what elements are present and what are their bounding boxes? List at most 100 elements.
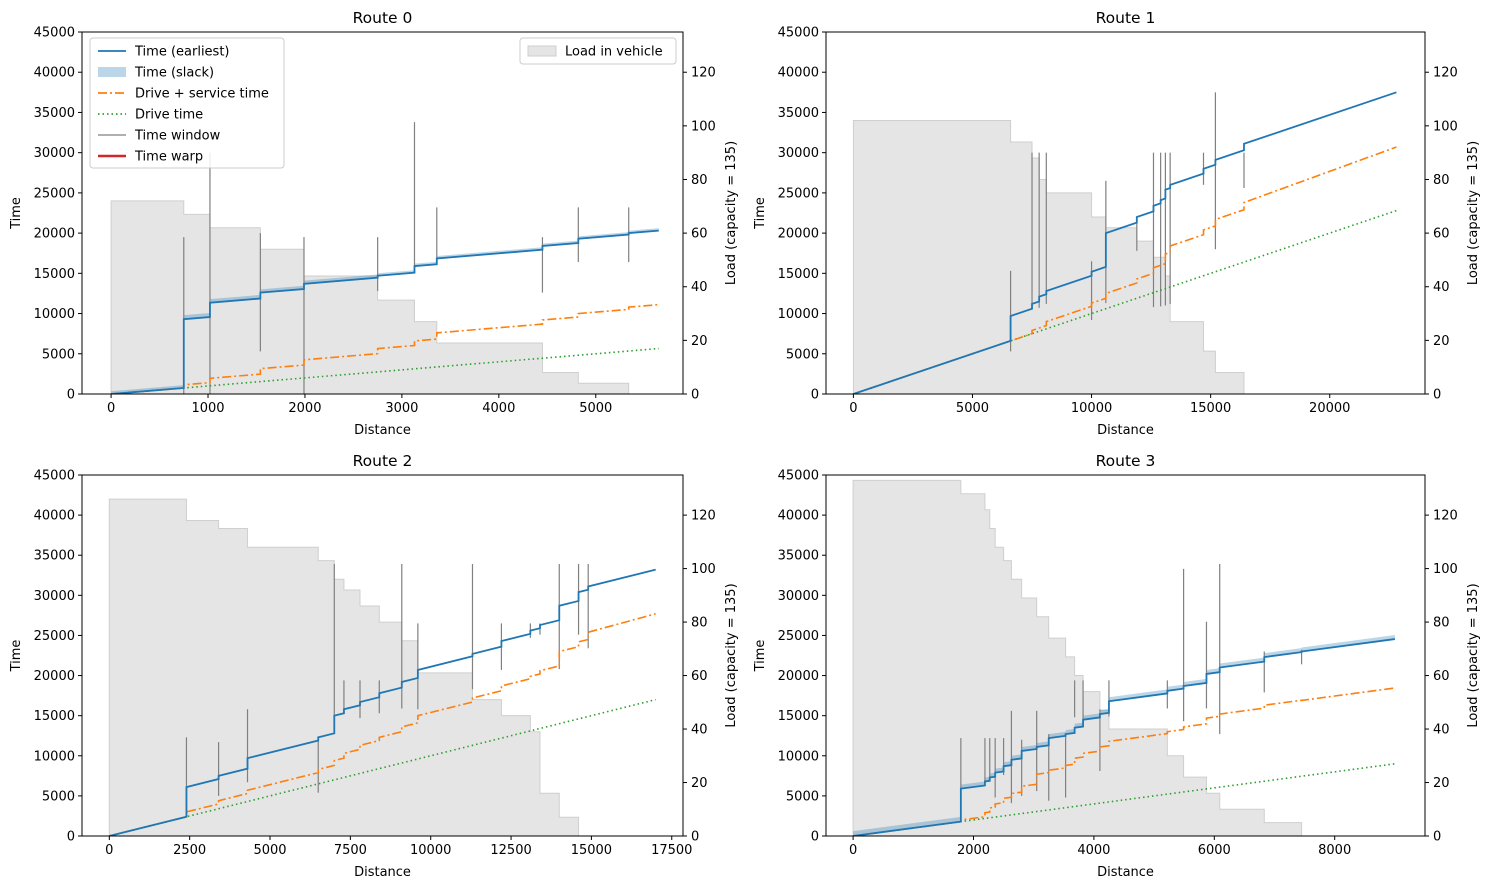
x-tick-label: 15000 <box>1190 401 1231 416</box>
x-tick-label: 5000 <box>579 401 612 416</box>
legend-load-box <box>519 37 677 65</box>
legend-label: Time (slack) <box>134 66 214 81</box>
y-tick-label: 30000 <box>778 146 819 161</box>
y2-tick-label: 40 <box>691 280 708 295</box>
x-tick-label: 5000 <box>956 401 989 416</box>
y-axis-label: Time <box>9 640 24 673</box>
chart-panel-3: 0 2000 4000 6000 8000 0 5000 10000 15000 20000 250… <box>753 452 1481 880</box>
chart-panel-2: 0 2500 5000 7500 10000 12500 15000 175000500010… <box>9 452 739 880</box>
earliest-time-line <box>852 638 1396 836</box>
y2-tick-label: 0 <box>1433 830 1441 845</box>
y2-axis-label: Load (capacity = 135) <box>724 141 739 285</box>
y2-tick-label: 0 <box>691 830 699 845</box>
y2-tick-label: 80 <box>1433 616 1450 631</box>
y2-tick-label: 60 <box>1433 669 1450 684</box>
chart-title: Route 3 <box>1096 452 1156 470</box>
y-tick-label: 35000 <box>34 549 75 564</box>
y-tick-label: 5000 <box>786 347 819 362</box>
chart-title: Route 1 <box>1096 9 1156 27</box>
x-axis-label: Distance <box>354 865 411 880</box>
x-tick-label: 2000 <box>957 843 990 858</box>
x-tick-label: 1000 <box>191 401 224 416</box>
x-tick-label: 2500 <box>173 843 206 858</box>
y2-tick-label: 0 <box>691 388 699 403</box>
y2-tick-label: 100 <box>691 562 716 577</box>
plot-area <box>108 498 656 836</box>
y-tick-label: 5000 <box>42 347 75 362</box>
y-tick-label: 20000 <box>34 227 75 242</box>
y-tick-label: 15000 <box>778 709 819 724</box>
axes-frame <box>81 474 684 837</box>
y-tick-label: 45000 <box>34 469 75 484</box>
y-tick-label: 20000 <box>34 669 75 684</box>
legend-box <box>89 37 285 169</box>
x-tick-label: 0 <box>107 401 115 416</box>
y-tick-label: 20000 <box>778 227 819 242</box>
plot-area <box>110 122 659 394</box>
y-axis-label: Time <box>753 640 768 673</box>
legend-label: Time warp <box>134 150 203 165</box>
x-tick-label: 17500 <box>651 843 692 858</box>
y2-tick-label: 40 <box>1433 280 1450 295</box>
x-tick-label: 4000 <box>1077 843 1110 858</box>
y2-tick-label: 60 <box>1433 227 1450 242</box>
y-tick-label: 10000 <box>778 749 819 764</box>
legend-label: Drive + service time <box>135 87 269 102</box>
legend-load-swatch <box>527 45 557 57</box>
y-tick-label: 45000 <box>778 26 819 41</box>
x-tick-label: 7500 <box>334 843 367 858</box>
x-tick-label: 5000 <box>253 843 286 858</box>
y-tick-label: 30000 <box>34 146 75 161</box>
y-tick-label: 10000 <box>34 307 75 322</box>
x-tick-label: 3000 <box>385 401 418 416</box>
axes-frame <box>81 31 684 395</box>
y-tick-label: 15000 <box>778 267 819 282</box>
earliest-time-line <box>111 229 659 394</box>
earliest-time-line <box>109 568 656 836</box>
earliest-time-line <box>853 91 1397 394</box>
chart-panel-0: 0 1000 2000 3000 4000 50000500010000150002000… <box>9 9 739 438</box>
x-tick-label: 8000 <box>1318 843 1351 858</box>
y-tick-label: 5000 <box>786 789 819 804</box>
y2-tick-label: 100 <box>1433 119 1458 134</box>
y-tick-label: 20000 <box>778 669 819 684</box>
x-axis-label: Distance <box>354 423 411 438</box>
x-tick-label: 10000 <box>1071 401 1112 416</box>
x-axis-label: Distance <box>1097 865 1154 880</box>
load-area <box>852 119 1245 394</box>
legend-load: Load in vehicle <box>519 37 677 65</box>
x-tick-label: 12500 <box>490 843 531 858</box>
y2-tick-label: 120 <box>691 509 716 524</box>
x-tick-label: 2000 <box>288 401 321 416</box>
drive-service-time-line <box>853 146 1397 394</box>
y2-axis-label: Load (capacity = 135) <box>724 583 739 727</box>
legend-label: Time window <box>134 129 221 144</box>
y2-axis-label: Load (capacity = 135) <box>1466 583 1481 727</box>
y2-tick-label: 60 <box>691 669 708 684</box>
drive-service-time-line <box>852 687 1396 836</box>
y2-tick-label: 80 <box>691 173 708 188</box>
y2-tick-label: 40 <box>691 723 708 738</box>
legend: Time (earliest) Time (slack) Drive + servi… <box>89 37 285 169</box>
drive-time-line <box>111 347 659 394</box>
y-tick-label: 0 <box>811 388 819 403</box>
x-tick-label: 4000 <box>482 401 515 416</box>
y-axis-label: Time <box>753 197 768 230</box>
y2-tick-label: 80 <box>1433 173 1450 188</box>
load-area <box>110 200 630 394</box>
y2-tick-label: 20 <box>1433 776 1450 791</box>
y2-tick-label: 100 <box>691 119 716 134</box>
drive-service-time-line <box>111 303 659 394</box>
y-tick-label: 45000 <box>778 469 819 484</box>
x-axis-label: Distance <box>1097 423 1154 438</box>
y2-tick-label: 0 <box>1433 388 1441 403</box>
legend-swatch <box>98 67 126 77</box>
y-tick-label: 25000 <box>34 186 75 201</box>
legend-load-label: Load in vehicle <box>565 45 663 60</box>
plot-area <box>852 91 1397 394</box>
y-tick-label: 0 <box>67 830 75 845</box>
y-tick-label: 5000 <box>42 789 75 804</box>
y-tick-label: 0 <box>67 388 75 403</box>
x-tick-label: 15000 <box>571 843 612 858</box>
